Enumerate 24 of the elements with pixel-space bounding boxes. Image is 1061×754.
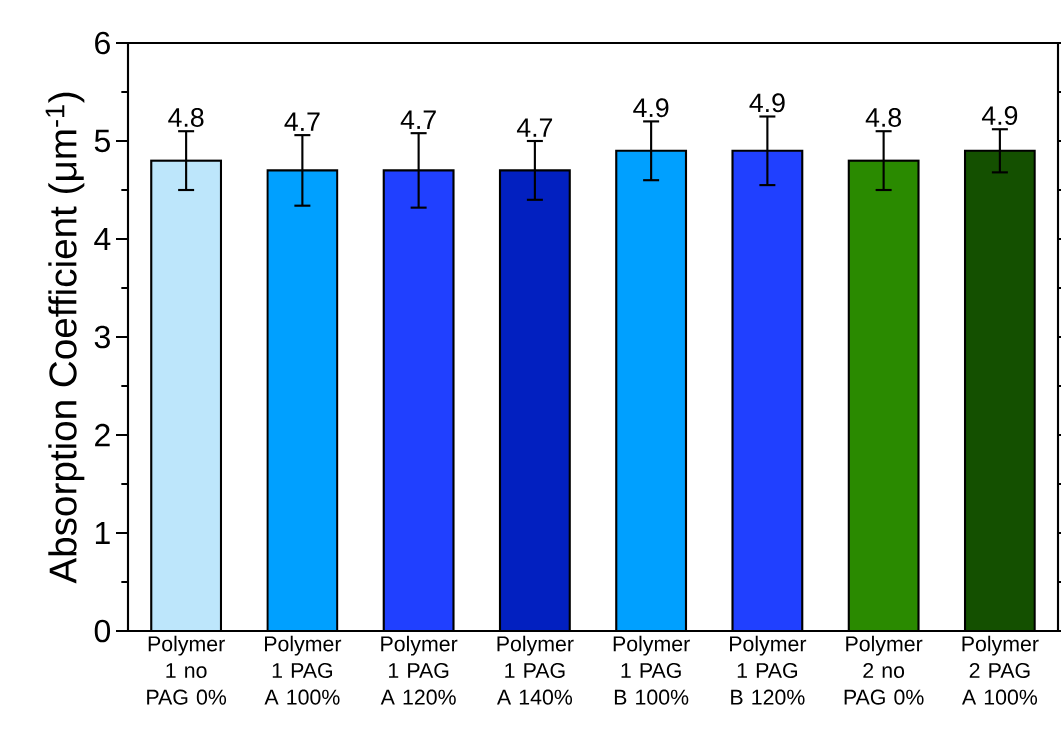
data-label: 4.7 bbox=[284, 112, 320, 131]
data-label: 4.9 bbox=[633, 98, 669, 118]
x-tick-label: Polymer 1 PAG B 100% bbox=[613, 635, 690, 705]
y-tick-label: 2 bbox=[95, 423, 110, 447]
y-axis-title: Absorption Coefficient (μm$^{-1}$) bbox=[45, 92, 85, 584]
x-tick-label: Polymer 2 no PAG 0% bbox=[844, 635, 924, 705]
y-tick-label: 1 bbox=[95, 521, 110, 545]
data-label: 4.8 bbox=[168, 108, 204, 127]
data-label: 4.7 bbox=[516, 118, 553, 137]
y-tick-label: 6 bbox=[95, 31, 110, 55]
x-tick-label: Polymer 1 no PAG 0% bbox=[147, 635, 227, 705]
data-label: 4.9 bbox=[981, 106, 1018, 125]
data-label: 4.9 bbox=[749, 93, 785, 113]
y-tick-label: 5 bbox=[94, 129, 110, 153]
x-tick-label: Polymer 1 PAG A 100% bbox=[264, 635, 342, 705]
y-tick-label: 3 bbox=[94, 325, 110, 349]
y-tick-label: 4 bbox=[94, 227, 111, 251]
x-tick-label: Polymer 1 PAG A 140% bbox=[496, 635, 574, 705]
data-label: 4.8 bbox=[865, 108, 902, 127]
x-tick-label: Polymer 1 PAG A 120% bbox=[380, 635, 458, 705]
data-label: 4.7 bbox=[400, 110, 436, 129]
y-tick-label: 0 bbox=[94, 619, 111, 643]
x-tick-label: Polymer 1 PAG B 120% bbox=[730, 635, 807, 705]
x-tick-label: Polymer 2 PAG A 100% bbox=[961, 635, 1039, 705]
